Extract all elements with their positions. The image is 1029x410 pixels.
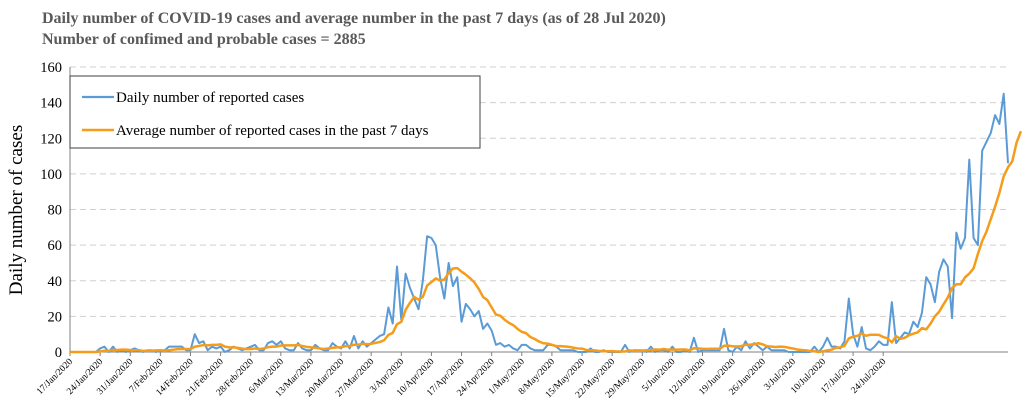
series-lines bbox=[70, 92, 1023, 354]
y-tick-label: 120 bbox=[40, 131, 62, 147]
legend: Daily number of reported cases Average n… bbox=[69, 75, 481, 149]
y-tick-label: 140 bbox=[40, 96, 62, 112]
legend-box bbox=[69, 75, 481, 149]
chart-subtitle: Number of confimed and probable cases = … bbox=[42, 31, 366, 48]
legend-label-daily: Daily number of reported cases bbox=[116, 90, 304, 106]
x-tick-labels: 17/Jan/202024/Jan/202031/Jan/20207/Feb/2… bbox=[35, 352, 889, 400]
y-tick-labels: 0 20 40 60 80 100 120 140 160 bbox=[40, 60, 62, 361]
y-tick-label: 160 bbox=[40, 60, 62, 76]
y-tick-label: 40 bbox=[48, 274, 63, 290]
chart-title: Daily number of COVID-19 cases and avera… bbox=[42, 10, 666, 27]
y-tick-label: 80 bbox=[48, 203, 63, 219]
y-tick-label: 60 bbox=[48, 238, 63, 254]
y-tick-label: 20 bbox=[48, 309, 63, 325]
y-axis-label: Daily number of cases bbox=[6, 125, 27, 295]
series-line-average bbox=[70, 130, 1023, 354]
legend-label-average: Average number of reported cases in the … bbox=[116, 123, 429, 139]
series-line-daily bbox=[70, 92, 1009, 353]
y-tick-label: 0 bbox=[55, 345, 62, 361]
y-tick-label: 100 bbox=[40, 167, 62, 183]
